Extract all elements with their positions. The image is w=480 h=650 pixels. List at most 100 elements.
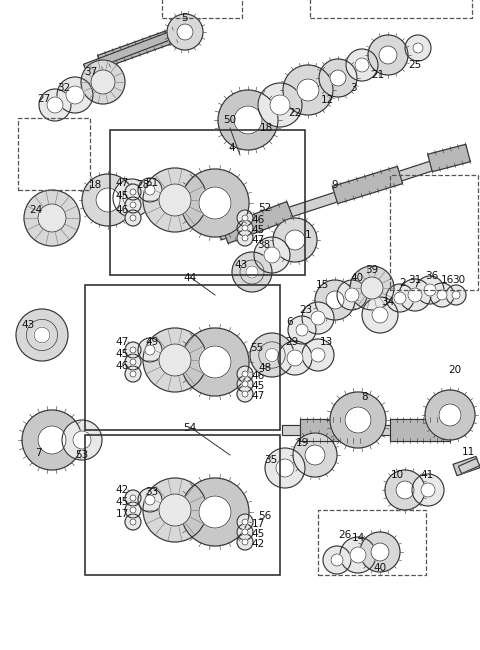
Circle shape bbox=[125, 366, 141, 382]
Circle shape bbox=[138, 488, 162, 512]
Circle shape bbox=[323, 546, 351, 574]
Circle shape bbox=[47, 97, 63, 113]
Circle shape bbox=[287, 350, 303, 366]
Circle shape bbox=[159, 344, 191, 376]
Bar bbox=[162, 0, 242, 18]
Circle shape bbox=[123, 189, 141, 207]
Circle shape bbox=[81, 60, 125, 104]
Circle shape bbox=[340, 537, 376, 573]
Circle shape bbox=[237, 210, 253, 226]
Circle shape bbox=[330, 392, 386, 448]
Circle shape bbox=[125, 514, 141, 530]
Text: 33: 33 bbox=[145, 487, 158, 497]
Circle shape bbox=[242, 529, 248, 535]
Text: 40: 40 bbox=[350, 273, 363, 283]
Text: 5: 5 bbox=[182, 13, 188, 23]
Circle shape bbox=[237, 386, 253, 402]
Circle shape bbox=[143, 328, 207, 392]
Text: 28: 28 bbox=[136, 180, 150, 190]
Polygon shape bbox=[428, 144, 470, 172]
Circle shape bbox=[130, 347, 136, 353]
Text: 30: 30 bbox=[453, 275, 466, 285]
Text: 17: 17 bbox=[252, 519, 264, 529]
Polygon shape bbox=[332, 166, 403, 203]
Text: 45: 45 bbox=[115, 191, 129, 201]
Circle shape bbox=[237, 514, 253, 530]
Circle shape bbox=[145, 495, 155, 505]
Circle shape bbox=[273, 218, 317, 262]
Text: 43: 43 bbox=[234, 260, 248, 270]
Circle shape bbox=[396, 481, 414, 499]
Text: 32: 32 bbox=[58, 83, 71, 93]
Circle shape bbox=[355, 58, 369, 72]
Text: 37: 37 bbox=[84, 67, 97, 77]
Text: 54: 54 bbox=[183, 423, 197, 433]
Bar bbox=[85, 285, 280, 430]
Bar bbox=[318, 510, 426, 575]
Circle shape bbox=[130, 215, 136, 221]
Circle shape bbox=[305, 445, 325, 465]
Circle shape bbox=[452, 291, 460, 299]
Circle shape bbox=[296, 324, 308, 336]
Circle shape bbox=[331, 554, 343, 566]
Text: 45: 45 bbox=[252, 529, 264, 539]
Circle shape bbox=[399, 279, 431, 311]
Text: 20: 20 bbox=[448, 365, 462, 375]
Circle shape bbox=[237, 220, 253, 236]
Text: 12: 12 bbox=[320, 95, 334, 105]
Circle shape bbox=[293, 433, 337, 477]
Circle shape bbox=[412, 474, 444, 506]
Circle shape bbox=[385, 470, 425, 510]
Circle shape bbox=[125, 197, 141, 213]
Circle shape bbox=[130, 359, 136, 365]
Text: 17: 17 bbox=[115, 509, 129, 519]
Circle shape bbox=[125, 210, 141, 226]
Circle shape bbox=[242, 381, 248, 387]
Circle shape bbox=[346, 49, 378, 81]
Text: 1: 1 bbox=[305, 230, 312, 240]
Circle shape bbox=[218, 90, 278, 150]
Circle shape bbox=[408, 288, 422, 302]
Circle shape bbox=[57, 77, 93, 113]
Text: 9: 9 bbox=[332, 180, 338, 190]
Text: 45: 45 bbox=[115, 497, 129, 507]
Circle shape bbox=[159, 494, 191, 526]
Circle shape bbox=[258, 83, 302, 127]
Circle shape bbox=[421, 483, 435, 497]
Polygon shape bbox=[84, 26, 186, 72]
Circle shape bbox=[82, 174, 134, 226]
Circle shape bbox=[96, 188, 120, 212]
Text: 52: 52 bbox=[258, 203, 272, 213]
Circle shape bbox=[276, 459, 294, 477]
Circle shape bbox=[330, 70, 346, 86]
Text: 47: 47 bbox=[252, 391, 264, 401]
Circle shape bbox=[386, 284, 414, 312]
Circle shape bbox=[297, 79, 319, 101]
Text: 45: 45 bbox=[252, 381, 264, 391]
Text: 39: 39 bbox=[365, 265, 379, 275]
Circle shape bbox=[237, 366, 253, 382]
Circle shape bbox=[250, 333, 294, 377]
Text: 35: 35 bbox=[264, 455, 277, 465]
Circle shape bbox=[361, 277, 383, 299]
Text: 51: 51 bbox=[145, 178, 158, 188]
Circle shape bbox=[254, 237, 290, 273]
Circle shape bbox=[319, 59, 357, 97]
Circle shape bbox=[372, 307, 388, 323]
Circle shape bbox=[237, 534, 253, 550]
Text: 34: 34 bbox=[382, 297, 395, 307]
Circle shape bbox=[125, 490, 141, 506]
Circle shape bbox=[246, 266, 258, 278]
Circle shape bbox=[125, 342, 141, 358]
Circle shape bbox=[91, 70, 115, 94]
Circle shape bbox=[394, 292, 406, 304]
Text: 47: 47 bbox=[252, 235, 264, 245]
Circle shape bbox=[439, 404, 461, 426]
Text: 38: 38 bbox=[257, 240, 271, 250]
Circle shape bbox=[237, 524, 253, 540]
Circle shape bbox=[242, 235, 248, 241]
Bar bbox=[18, 118, 90, 190]
Bar bbox=[85, 435, 280, 575]
Circle shape bbox=[242, 539, 248, 545]
Text: 40: 40 bbox=[373, 563, 386, 573]
